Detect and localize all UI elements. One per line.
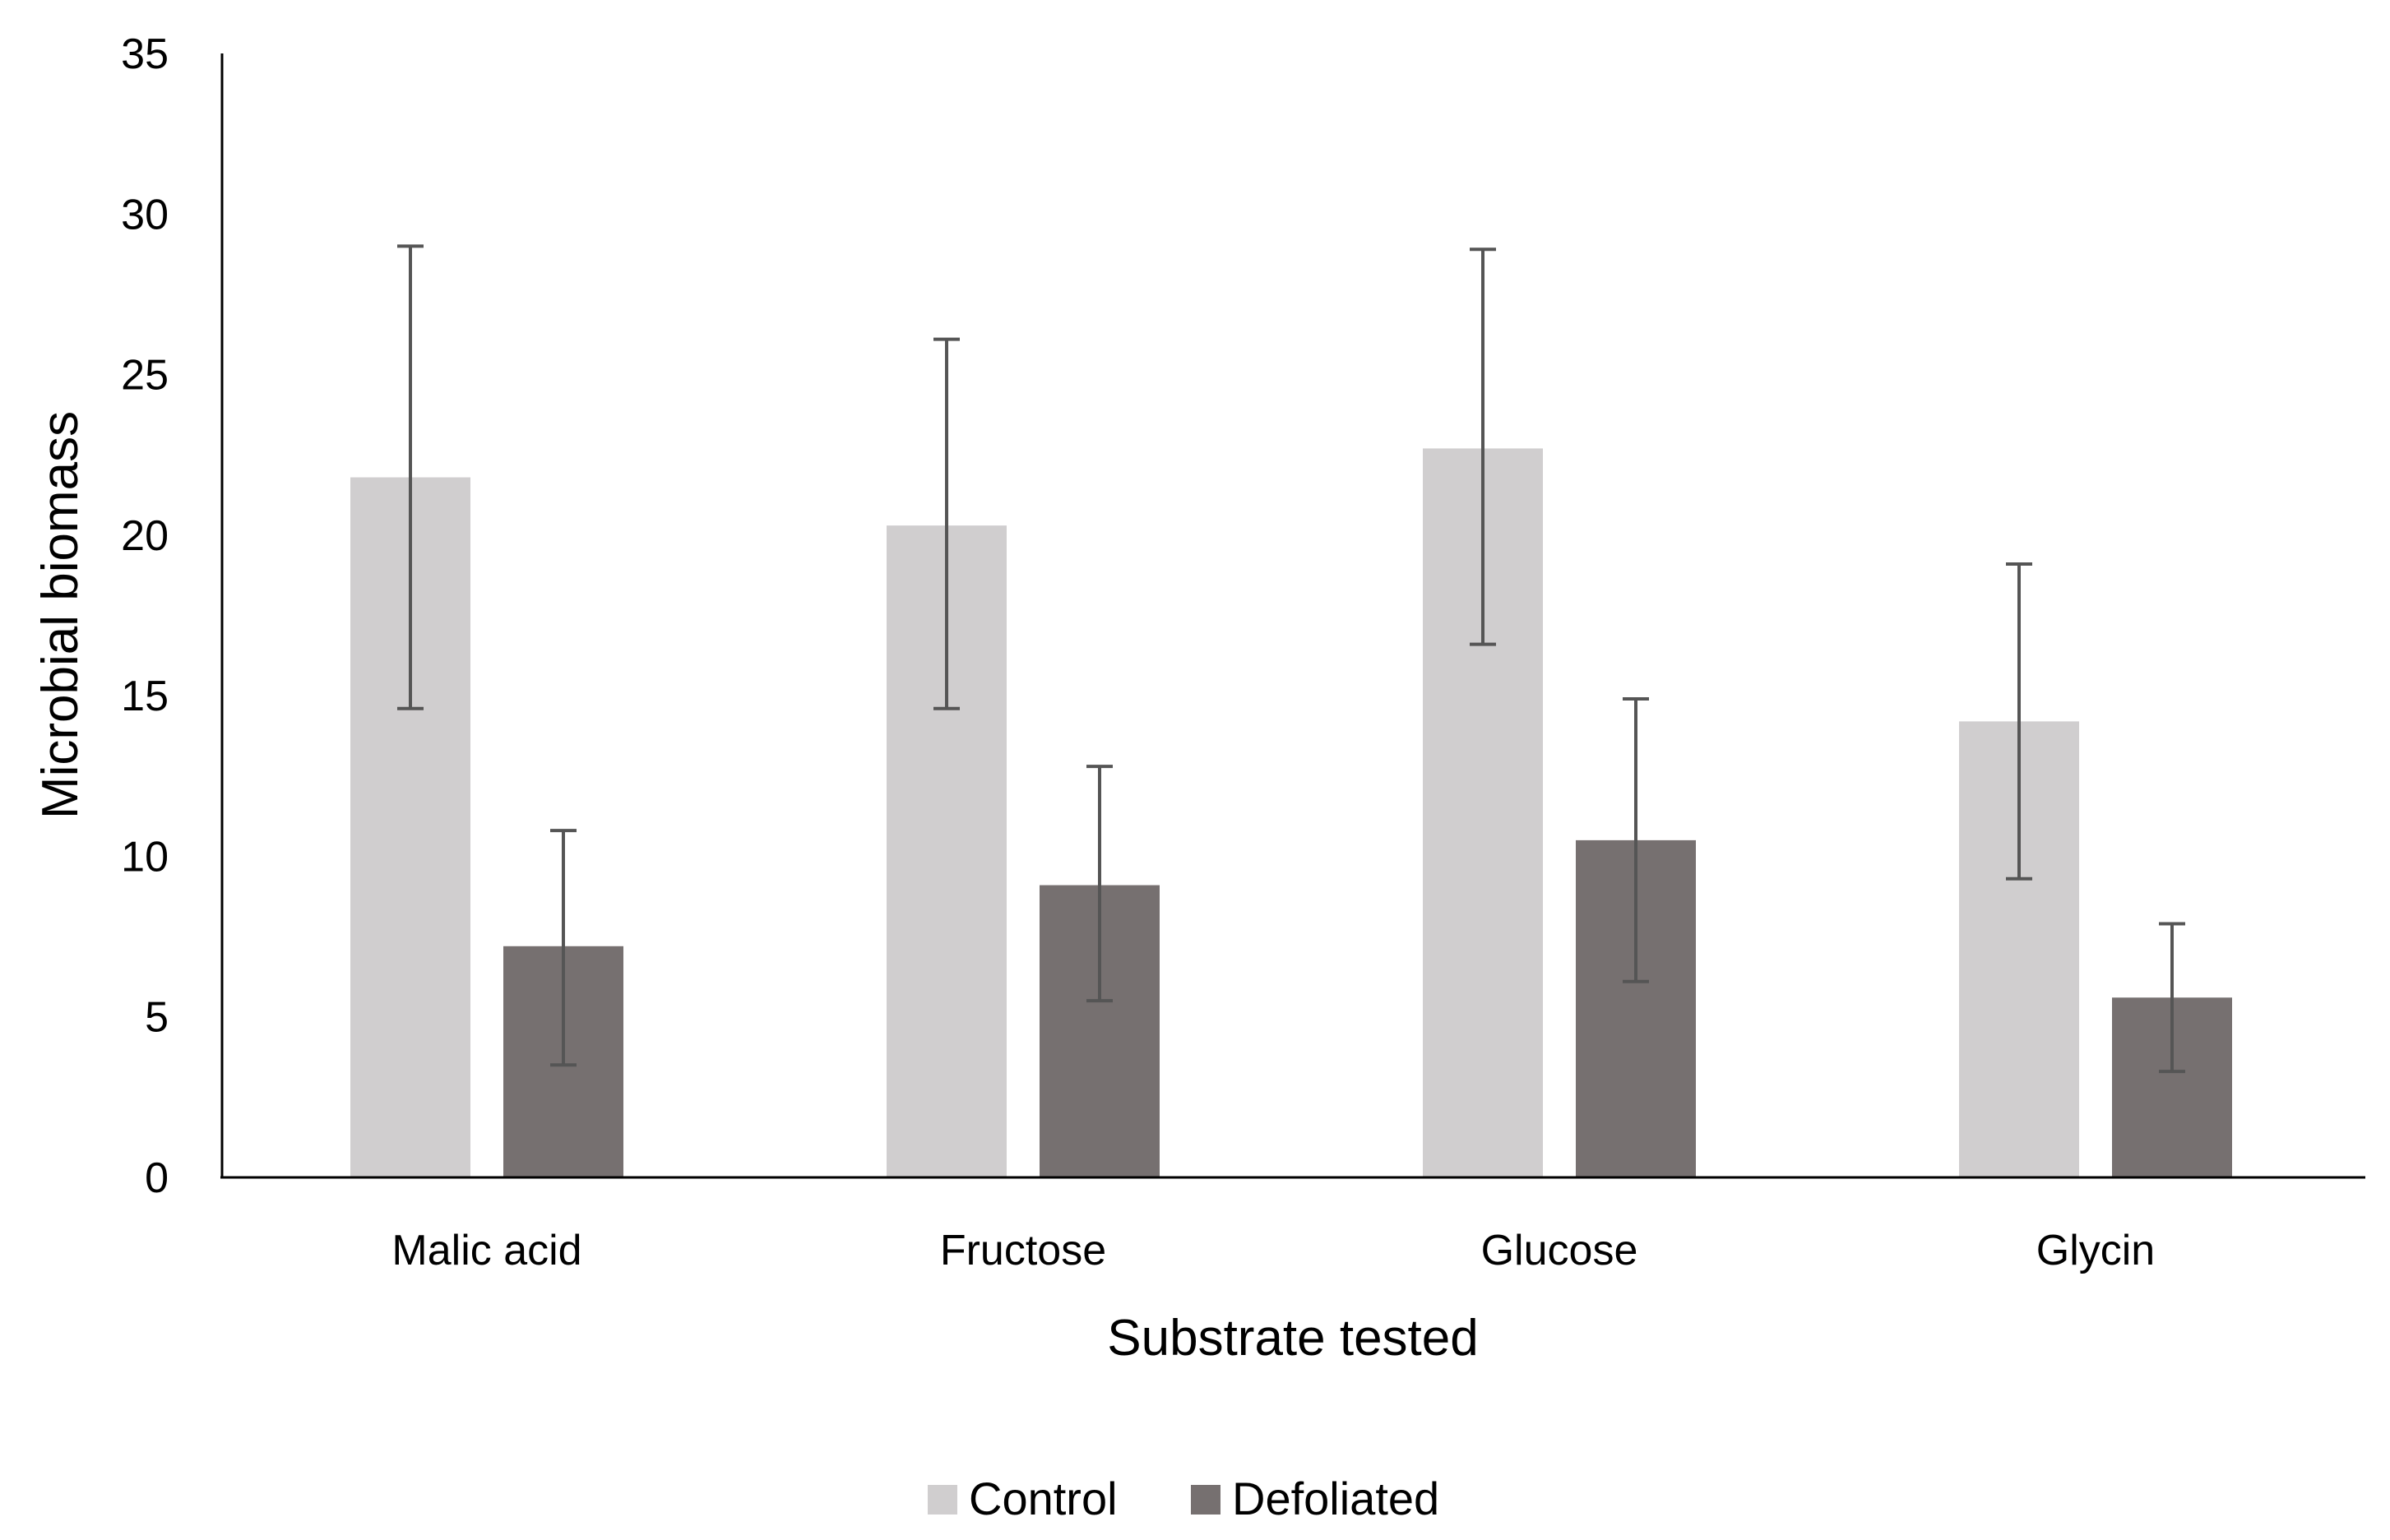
y-tick-labels: 0 5 10 15 20 25 30 35 — [121, 30, 169, 1202]
x-tick-label: Malic acid — [391, 1227, 581, 1274]
y-tick-label: 35 — [121, 30, 169, 78]
legend-label: Control — [969, 1473, 1118, 1524]
legend-swatch-control — [928, 1485, 957, 1515]
y-tick-label: 15 — [121, 673, 169, 720]
error-bars — [397, 244, 2185, 1074]
y-tick-label: 25 — [121, 352, 169, 400]
legend: Control Defoliated — [928, 1473, 1439, 1524]
x-tick-label: Glycin — [2036, 1227, 2155, 1274]
y-axis-title: Microbial biomass — [32, 411, 89, 819]
legend-label: Defoliated — [1232, 1473, 1439, 1524]
x-tick-label: Glucose — [1481, 1227, 1638, 1274]
y-tick-label: 20 — [121, 512, 169, 560]
y-tick-label: 0 — [145, 1154, 169, 1202]
y-tick-label: 5 — [145, 994, 169, 1042]
x-tick-labels: Malic acid Fructose Glucose Glycin — [391, 1227, 2155, 1274]
y-tick-label: 10 — [121, 833, 169, 881]
bars — [350, 448, 2232, 1177]
legend-swatch-defoliated — [1191, 1485, 1220, 1515]
y-tick-label: 30 — [121, 191, 169, 238]
x-tick-label: Fructose — [940, 1227, 1106, 1274]
x-axis-title: Substrate tested — [1107, 1310, 1479, 1367]
